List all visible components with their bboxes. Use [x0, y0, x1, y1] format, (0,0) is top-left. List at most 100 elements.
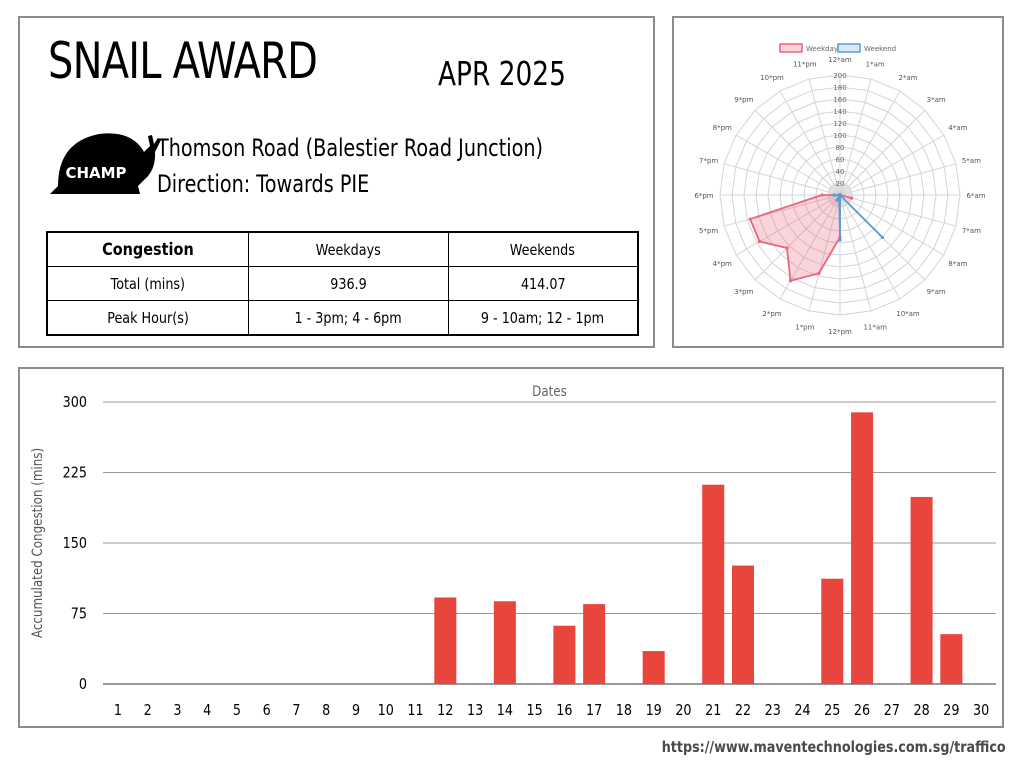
radar-category-label: 7*am	[962, 227, 981, 235]
radar-category-label: 5*am	[962, 157, 981, 165]
radar-category-label: 2*pm	[762, 310, 781, 318]
radar-tick-label: 20	[836, 180, 845, 188]
radar-category-label: 6*am	[966, 192, 985, 200]
x-tick-label: 27	[884, 702, 900, 719]
radar-category-label: 4*am	[948, 124, 967, 132]
location-direction: Direction: Towards PIE	[157, 170, 370, 198]
radar-spoke	[839, 194, 901, 300]
y-tick-label: 0	[79, 676, 87, 693]
x-tick-label: 4	[203, 702, 211, 719]
bar	[851, 412, 874, 684]
x-tick-label: 25	[824, 702, 840, 719]
x-tick-label: 1	[114, 702, 122, 719]
radar-category-label: 12*am	[828, 56, 852, 64]
table-header-cell: Weekends	[447, 231, 639, 267]
y-tick-label: 75	[71, 606, 87, 623]
bar	[553, 625, 576, 684]
radar-category-label: 9*pm	[734, 96, 753, 104]
x-tick-label: 2	[144, 702, 152, 719]
radar-spoke	[839, 109, 926, 196]
table-cell: 936.9	[247, 266, 449, 301]
x-tick-label: 29	[943, 702, 959, 719]
radar-category-label: 9*am	[927, 288, 946, 296]
legend-swatch-weekday	[779, 43, 803, 53]
table-row: Peak Hour(s) 1 - 3pm; 4 - 6pm 9 - 10am; …	[46, 300, 639, 336]
radar-category-label: 1*am	[866, 61, 885, 69]
x-tick-label: 18	[616, 702, 632, 719]
bar	[434, 597, 457, 684]
x-tick-label: 6	[263, 702, 271, 719]
bar	[642, 651, 665, 684]
radar-tick-label: 160	[833, 96, 846, 104]
radar-tick-label: 40	[836, 168, 845, 176]
legend-label: Weekday	[806, 45, 838, 53]
radar-spoke	[839, 134, 945, 196]
award-info-panel: SNAIL AWARD APR 2025 CHAMP Thomson Road …	[18, 16, 655, 348]
radar-category-label: 6*pm	[694, 192, 713, 200]
radar-category-label: 12*pm	[828, 328, 852, 336]
legend-swatch-weekend	[837, 43, 861, 53]
bar	[583, 604, 606, 684]
radar-category-label: 1*pm	[795, 323, 814, 331]
x-tick-label: 13	[467, 702, 483, 719]
radar-tick-label: 140	[833, 108, 846, 116]
radar-category-label: 3*pm	[734, 288, 753, 296]
radar-tick-label: 180	[833, 84, 846, 92]
bar	[702, 484, 725, 684]
radar-point	[835, 198, 839, 202]
award-title: SNAIL AWARD	[48, 32, 318, 90]
radar-spoke	[754, 194, 841, 281]
radar-category-label: 7*pm	[699, 157, 718, 165]
x-tick-label: 28	[913, 702, 929, 719]
radar-spoke	[839, 90, 901, 196]
table-cell: Total (mins)	[46, 266, 249, 301]
table-row: Total (mins) 936.9 414.07	[46, 266, 639, 301]
radar-point	[820, 193, 824, 197]
radar-category-label: 2*am	[898, 74, 917, 82]
table-cell: 9 - 10am; 12 - 1pm	[447, 300, 639, 336]
table-cell: 1 - 3pm; 4 - 6pm	[247, 300, 449, 336]
congestion-summary-table: Congestion Weekdays Weekends Total (mins…	[46, 231, 639, 336]
bar	[910, 496, 933, 684]
radar-point	[880, 235, 885, 240]
radar-category-label: 10*am	[896, 310, 920, 318]
radar-spoke	[839, 194, 957, 227]
radar-category-label: 3*am	[927, 96, 946, 104]
legend-label: Weekend	[864, 45, 896, 53]
x-tick-label: 15	[527, 702, 543, 719]
x-tick-label: 3	[173, 702, 181, 719]
bar	[493, 601, 516, 684]
y-axis-label: Accumulated Congestion (mins)	[30, 448, 46, 638]
radar-category-label: 8*pm	[713, 124, 732, 132]
radar-point	[785, 246, 789, 250]
radar-tick-label: 80	[836, 144, 845, 152]
x-tick-label: 14	[497, 702, 513, 719]
radar-category-label: 11*pm	[793, 61, 817, 69]
radar-spoke	[735, 134, 841, 196]
radar-spoke	[839, 194, 945, 256]
radar-spoke	[723, 163, 841, 196]
y-tick-label: 225	[63, 465, 87, 482]
x-tick-label: 8	[322, 702, 330, 719]
radar-spoke	[779, 90, 841, 196]
x-tick-label: 10	[378, 702, 394, 719]
radar-tick-label: 60	[836, 156, 845, 164]
x-tick-label: 23	[765, 702, 781, 719]
x-tick-label: 12	[437, 702, 453, 719]
radar-spoke	[839, 194, 872, 312]
radar-category-label: 8*am	[948, 260, 967, 268]
hourly-radar-panel: 20 40 60 80 100 120 140 160 180 200 12*am 1*am 2*am 3…	[672, 16, 1004, 348]
x-tick-label: 24	[794, 702, 810, 719]
source-url: https://www.maventechnologies.com.sg/tra…	[662, 738, 1006, 756]
table-header-cell: Congestion	[46, 231, 249, 267]
x-tick-label: 11	[407, 702, 423, 719]
radar-tick-label: 120	[833, 120, 846, 128]
x-tick-label: 22	[735, 702, 751, 719]
snail-icon: CHAMP	[50, 133, 161, 194]
radar-point	[832, 193, 836, 197]
radar-point	[838, 238, 842, 242]
chart-title: Dates	[532, 384, 567, 400]
table-cell: Peak Hour(s)	[46, 300, 249, 336]
bar	[731, 565, 754, 684]
